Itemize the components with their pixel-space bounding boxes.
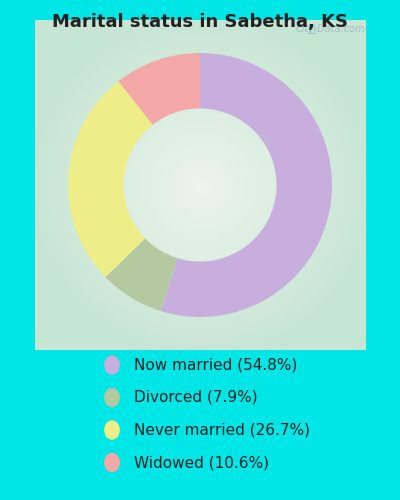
Text: Marital status in Sabetha, KS: Marital status in Sabetha, KS: [52, 12, 348, 30]
Text: ⦿: ⦿: [308, 24, 315, 34]
Wedge shape: [68, 81, 153, 277]
Wedge shape: [161, 53, 332, 317]
Wedge shape: [118, 53, 200, 125]
Text: Now married (54.8%): Now married (54.8%): [134, 358, 297, 372]
Wedge shape: [106, 238, 177, 311]
Text: Widowed (10.6%): Widowed (10.6%): [134, 455, 269, 470]
Text: City-Data.com: City-Data.com: [295, 24, 365, 34]
Text: Divorced (7.9%): Divorced (7.9%): [134, 390, 258, 405]
Text: Never married (26.7%): Never married (26.7%): [134, 422, 310, 438]
